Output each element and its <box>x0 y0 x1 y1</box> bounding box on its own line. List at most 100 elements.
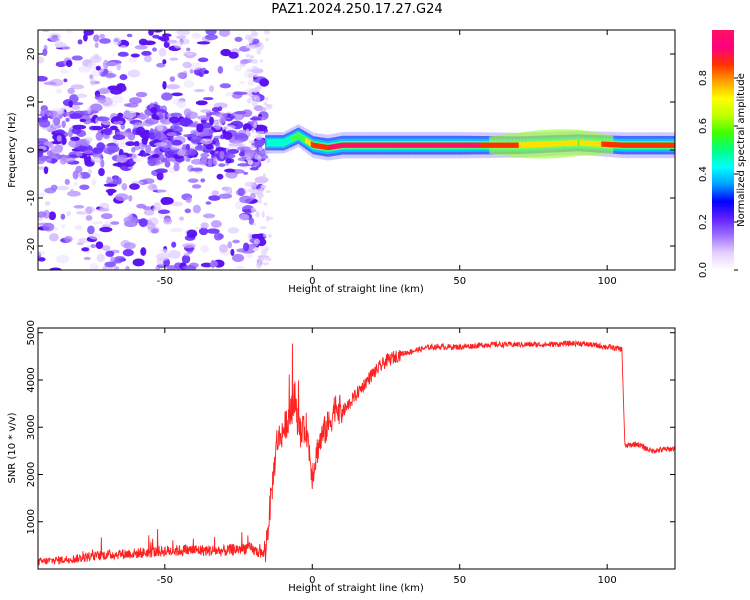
heatmap-cell <box>183 252 190 257</box>
heatmap-cell <box>200 127 214 137</box>
heatmap-cell <box>115 131 126 136</box>
ridge-core-cell <box>456 142 459 148</box>
ridge-core-cell <box>472 142 475 148</box>
ridge-core-cell <box>611 142 614 148</box>
ridge-core-cell <box>377 142 380 148</box>
page-title: PAZ1.2024.250.17.27.G24 <box>271 2 443 17</box>
heatmap-cell <box>155 168 168 174</box>
heatmap-cell <box>112 36 122 46</box>
ridge-core-cell <box>590 140 593 147</box>
ridge-core-cell <box>548 141 551 147</box>
ridge-core-cell <box>639 142 642 148</box>
heatmap-cell <box>235 200 244 210</box>
ridge-core-cell <box>666 142 669 148</box>
heatmap-cell <box>198 159 208 166</box>
ridge-core-cell <box>632 142 635 148</box>
y-tick-label: -20 <box>26 238 37 254</box>
heatmap-cell <box>225 157 232 164</box>
ridge-core-cell <box>533 141 536 148</box>
ridge-core-cell <box>363 142 366 148</box>
heatmap-cell <box>97 88 111 95</box>
heatmap-cell <box>258 146 263 151</box>
heatmap-cell <box>238 151 246 157</box>
ridge-core-cell <box>327 144 329 151</box>
heatmap-cell <box>87 169 93 175</box>
heatmap-cell <box>122 248 134 257</box>
colorbar-tick-label: 0.8 <box>698 70 709 86</box>
heatmap-cell <box>219 150 225 160</box>
heatmap-cell <box>162 59 167 65</box>
ridge-core-cell <box>341 142 344 148</box>
heatmap-cell <box>240 59 249 65</box>
heatmap-cell <box>237 146 251 151</box>
ridge-core-cell <box>369 142 372 148</box>
ridge-core-cell <box>350 142 353 148</box>
heatmap-cell <box>190 167 203 172</box>
ridge-core-cell <box>635 142 638 148</box>
heatmap-cell <box>237 187 245 197</box>
heatmap-cell <box>244 149 255 156</box>
snr-panel: -50 0 50 100 1000 2000 3000 4000 5000 Height of … <box>7 320 676 594</box>
ridge-core-cell <box>654 142 657 148</box>
ridge-core-cell <box>285 138 288 144</box>
heatmap-cell <box>109 125 118 131</box>
heatmap-cell <box>148 132 156 140</box>
ridge-core-cell <box>478 142 481 148</box>
heatmap-cell <box>95 65 101 71</box>
ridge-core-cell <box>458 142 461 148</box>
heatmap-cell <box>133 141 140 147</box>
ridge-core-cell <box>408 142 410 148</box>
ridge-core-cell <box>427 142 430 148</box>
heatmap-cell <box>224 153 236 159</box>
ridge-core-cell <box>672 142 674 148</box>
ridge-core-cell <box>673 142 675 148</box>
ridge-core-cell <box>505 142 508 148</box>
ridge-core-cell <box>661 142 664 148</box>
ridge-core-cell <box>307 139 310 145</box>
ridge-core-cell <box>471 142 474 148</box>
ridge-core-cell <box>579 140 582 146</box>
heatmap-cell <box>200 262 213 268</box>
ridge-core-cell <box>304 137 307 144</box>
ridge-core-cell <box>651 142 654 148</box>
ridge-core-cell <box>546 141 549 147</box>
ridge-core-cell <box>421 142 424 148</box>
ridge-core-cell <box>337 143 340 149</box>
heatmap-cell <box>154 142 168 147</box>
x-tick-label: 50 <box>453 575 466 586</box>
heatmap-cell <box>147 158 157 167</box>
heatmap-cell <box>123 242 136 250</box>
heatmap-cell <box>38 155 46 165</box>
heatmap-cell <box>265 215 270 222</box>
heatmap-cell <box>143 209 155 216</box>
heatmap-cell <box>257 155 262 161</box>
ridge-core-cell <box>316 143 319 149</box>
heatmap-cell <box>251 59 259 64</box>
ridge-core-cell <box>574 140 577 146</box>
heatmap-cell <box>225 124 236 130</box>
heatmap-cell <box>45 157 52 163</box>
colorbar-tick-label: 0.2 <box>698 214 709 230</box>
ridge-core-cell <box>509 142 512 148</box>
heatmap-cell <box>104 261 117 268</box>
heatmap-cell <box>235 265 245 269</box>
ridge-core-cell <box>576 140 579 146</box>
heatmap-cell <box>203 70 209 74</box>
ridge-core-cell <box>321 144 323 150</box>
heatmap-cell <box>243 171 249 175</box>
ridge-core-cell <box>552 141 555 147</box>
heatmap-cell <box>38 110 41 114</box>
heatmap-cell <box>249 117 262 121</box>
ridge-core-cell <box>669 142 671 148</box>
heatmap-cell <box>253 122 257 129</box>
ridge-core-cell <box>293 135 295 141</box>
ridge-core-cell <box>480 142 483 148</box>
heatmap-cell <box>38 250 46 256</box>
heatmap-cell <box>176 100 187 109</box>
heatmap-cell <box>116 62 121 71</box>
heatmap-cell <box>193 88 205 93</box>
heatmap-cell <box>55 185 70 191</box>
ridge-core-cell <box>362 142 365 148</box>
ridge-core-cell <box>527 142 530 148</box>
ridge-core-cell <box>490 142 493 148</box>
